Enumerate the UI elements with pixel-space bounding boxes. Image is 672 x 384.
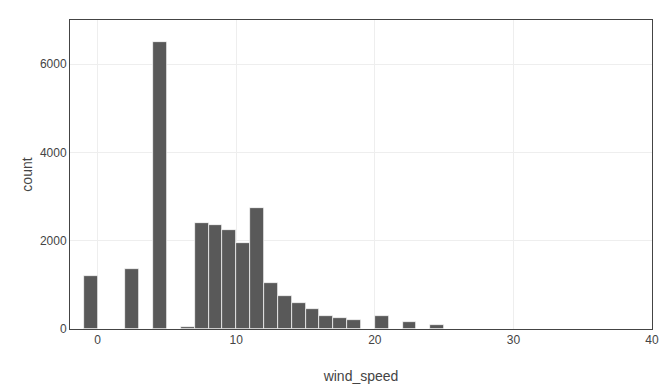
svg-text:20: 20 xyxy=(368,333,382,347)
svg-text:40: 40 xyxy=(645,333,659,347)
svg-text:6000: 6000 xyxy=(40,57,67,71)
svg-text:0: 0 xyxy=(94,333,101,347)
svg-text:2000: 2000 xyxy=(40,234,67,248)
svg-text:10: 10 xyxy=(230,333,244,347)
svg-text:0: 0 xyxy=(60,322,67,336)
svg-text:4000: 4000 xyxy=(40,146,67,160)
svg-text:count: count xyxy=(19,157,35,191)
svg-text:30: 30 xyxy=(507,333,521,347)
svg-text:wind_speed: wind_speed xyxy=(323,368,399,384)
